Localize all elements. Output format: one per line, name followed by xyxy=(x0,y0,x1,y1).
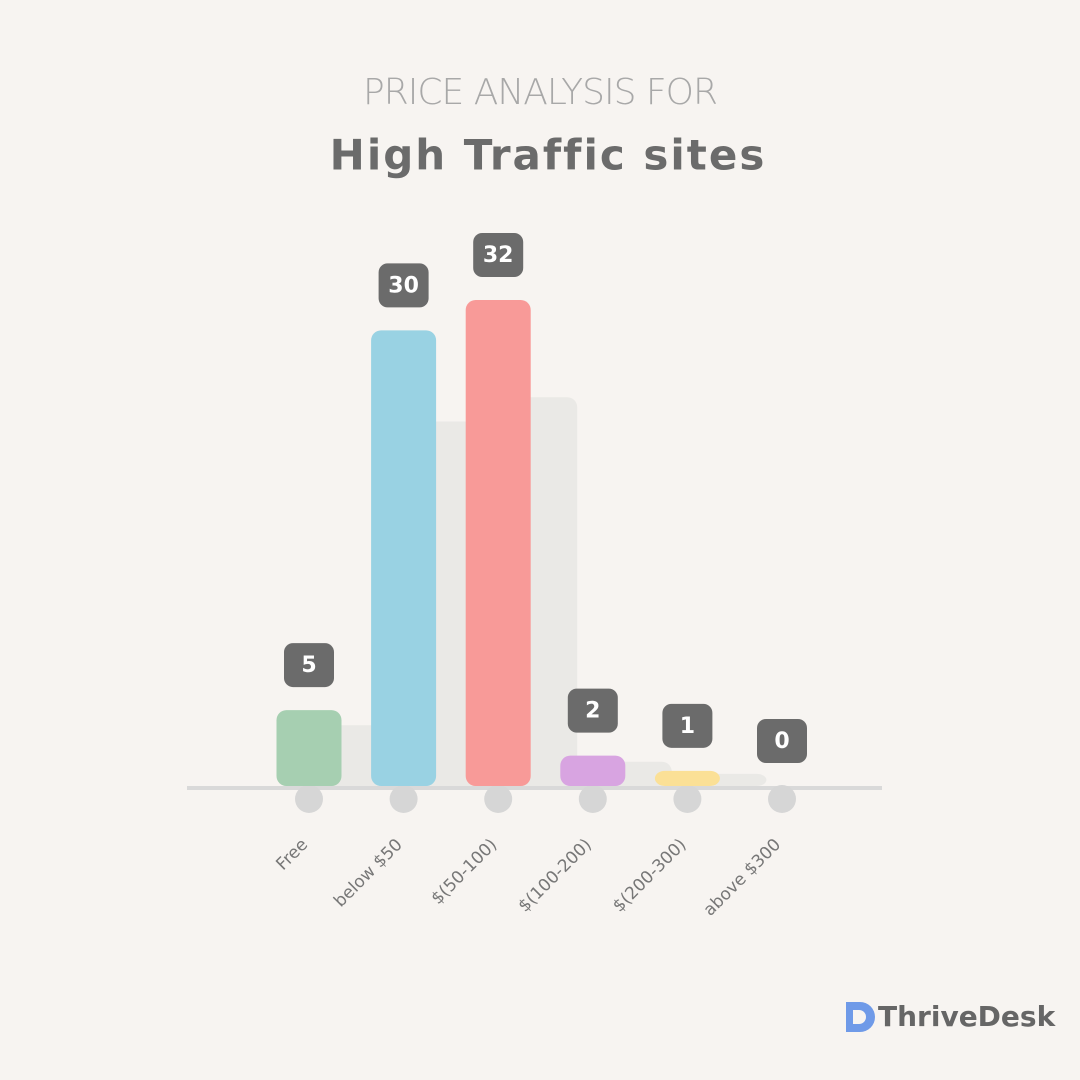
value-badge xyxy=(567,688,618,733)
value-label: 32 xyxy=(483,243,514,268)
logo: ThriveDesk xyxy=(846,1000,1057,1033)
category-dot xyxy=(768,785,796,813)
chart-subtitle: PRICE ANALYSIS FOR xyxy=(363,72,717,113)
category-dot xyxy=(673,785,702,813)
value-badge xyxy=(378,263,429,308)
bar xyxy=(560,755,626,786)
bar xyxy=(465,300,531,786)
chart-title: High Traffic sites xyxy=(330,131,767,180)
category-dot xyxy=(484,785,513,813)
category-dot xyxy=(389,785,418,813)
value-badge xyxy=(662,703,713,748)
value-badge xyxy=(757,719,807,763)
value-badge xyxy=(473,233,524,277)
value-label: 1 xyxy=(680,714,695,739)
logo-icon-inner xyxy=(853,1010,866,1024)
value-label: 2 xyxy=(585,699,600,724)
value-label: 5 xyxy=(301,653,316,678)
bar xyxy=(654,770,720,786)
value-badge xyxy=(284,643,334,688)
bar xyxy=(371,330,437,786)
category-dot xyxy=(578,785,607,813)
value-label: 30 xyxy=(388,273,419,298)
brand: ThriveDesk xyxy=(878,1000,1057,1033)
bar xyxy=(276,710,342,786)
category-dot xyxy=(295,785,323,813)
value-label: 0 xyxy=(774,729,789,754)
